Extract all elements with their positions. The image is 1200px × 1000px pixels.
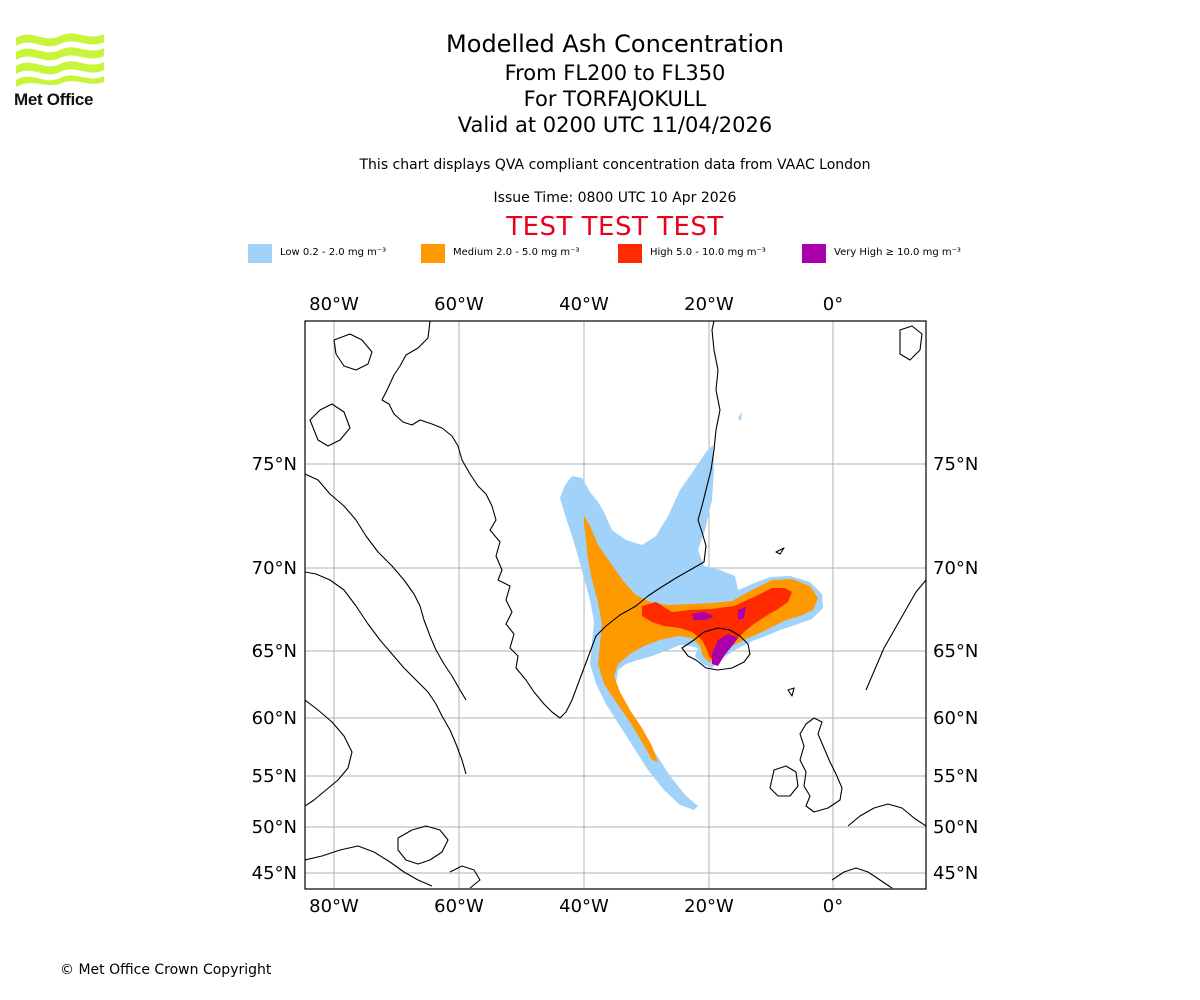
coastline-iceland xyxy=(681,627,751,671)
lon-label-40w-bottom: 40°W xyxy=(559,896,609,917)
coastline-faroe xyxy=(787,687,795,697)
lat-label-60n-left: 60°N xyxy=(252,708,297,729)
lon-label-80w-top: 80°W xyxy=(309,294,359,315)
map-frame xyxy=(304,320,927,890)
lon-labels-top: 80°W 60°W 40°W 20°W 0° xyxy=(309,294,843,315)
coastline-france-benelux xyxy=(847,803,926,827)
coastline-svalbard xyxy=(899,325,923,361)
lon-labels-bottom: 80°W 60°W 40°W 20°W 0° xyxy=(309,896,843,917)
lon-label-20w-top: 20°W xyxy=(684,294,734,315)
lon-label-40w-top: 40°W xyxy=(559,294,609,315)
legend-label-high: High 5.0 - 10.0 mg m⁻³ xyxy=(650,247,766,258)
lon-label-60w-top: 60°W xyxy=(434,294,484,315)
lat-label-65n-left: 65°N xyxy=(252,641,297,662)
lat-label-55n-left: 55°N xyxy=(252,766,297,787)
met-office-waves-icon xyxy=(16,33,104,87)
lat-labels-right: 75°N 70°N 65°N 60°N 55°N 50°N 45°N xyxy=(933,454,978,884)
coastline-newfoundland xyxy=(397,825,449,865)
chart-titles: Modelled Ash Concentration From FL200 to… xyxy=(300,28,930,138)
coastline-ellesmere xyxy=(333,333,373,371)
lon-label-0-bottom: 0° xyxy=(823,896,843,917)
legend-swatch-very-high xyxy=(802,244,826,263)
legend-label-very-high: Very High ≥ 10.0 mg m⁻³ xyxy=(834,247,961,258)
lat-label-70n-left: 70°N xyxy=(252,558,297,579)
ash-very-high-area xyxy=(692,607,746,666)
chart-title: Modelled Ash Concentration xyxy=(446,30,784,58)
lon-label-80w-bottom: 80°W xyxy=(309,896,359,917)
lat-label-45n-left: 45°N xyxy=(252,863,297,884)
met-office-logo: Met Office xyxy=(14,30,110,110)
lon-label-0-top: 0° xyxy=(823,294,843,315)
lat-label-65n-right: 65°N xyxy=(933,641,978,662)
copyright-notice: © Met Office Crown Copyright xyxy=(60,962,272,978)
legend-swatch-low xyxy=(248,244,272,263)
lat-label-70n-right: 70°N xyxy=(933,558,978,579)
legend-swatch-high xyxy=(618,244,642,263)
lat-label-75n-right: 75°N xyxy=(933,454,978,475)
coastline-jan-mayen xyxy=(775,547,785,555)
lat-label-75n-left: 75°N xyxy=(252,454,297,475)
legend-label-low: Low 0.2 - 2.0 mg m⁻³ xyxy=(280,247,387,258)
lat-label-60n-right: 60°N xyxy=(933,708,978,729)
coastline-greenland xyxy=(381,321,721,719)
legend-label-medium: Medium 2.0 - 5.0 mg m⁻³ xyxy=(453,247,580,258)
lat-label-50n-left: 50°N xyxy=(252,817,297,838)
coastline-iberia xyxy=(831,867,893,889)
coastline-gulf-st-lawrence xyxy=(305,845,433,887)
coastline-norway xyxy=(865,579,926,691)
coastline-great-britain xyxy=(799,717,843,813)
coastlines xyxy=(305,321,926,889)
lat-labels-left: 75°N 70°N 65°N 60°N 55°N 50°N 45°N xyxy=(252,454,297,884)
coastline-nova-scotia xyxy=(449,865,481,889)
compliance-note: This chart displays QVA compliant concen… xyxy=(359,157,871,173)
issue-time: Issue Time: 0800 UTC 10 Apr 2026 xyxy=(493,190,737,206)
lon-label-60w-bottom: 60°W xyxy=(434,896,484,917)
test-banner: TEST TEST TEST xyxy=(506,212,724,242)
coastline-hudson-bay xyxy=(305,699,353,807)
flight-level-range: From FL200 to FL350 xyxy=(504,61,726,85)
ash-high-area xyxy=(642,588,792,662)
lat-label-45n-right: 45°N xyxy=(933,863,978,884)
lon-label-20w-bottom: 20°W xyxy=(684,896,734,917)
valid-time: Valid at 0200 UTC 11/04/2026 xyxy=(457,113,773,137)
coastline-ireland xyxy=(769,765,799,797)
coastline-baffin-bay-west xyxy=(305,473,467,701)
coastline-labrador xyxy=(305,571,467,775)
coastline-baffin-island xyxy=(309,403,351,447)
logo-text: Met Office xyxy=(14,90,94,109)
legend-swatch-medium xyxy=(421,244,445,263)
volcano-name: For TORFAJOKULL xyxy=(523,87,707,111)
lat-label-55n-right: 55°N xyxy=(933,766,978,787)
lat-label-50n-right: 50°N xyxy=(933,817,978,838)
